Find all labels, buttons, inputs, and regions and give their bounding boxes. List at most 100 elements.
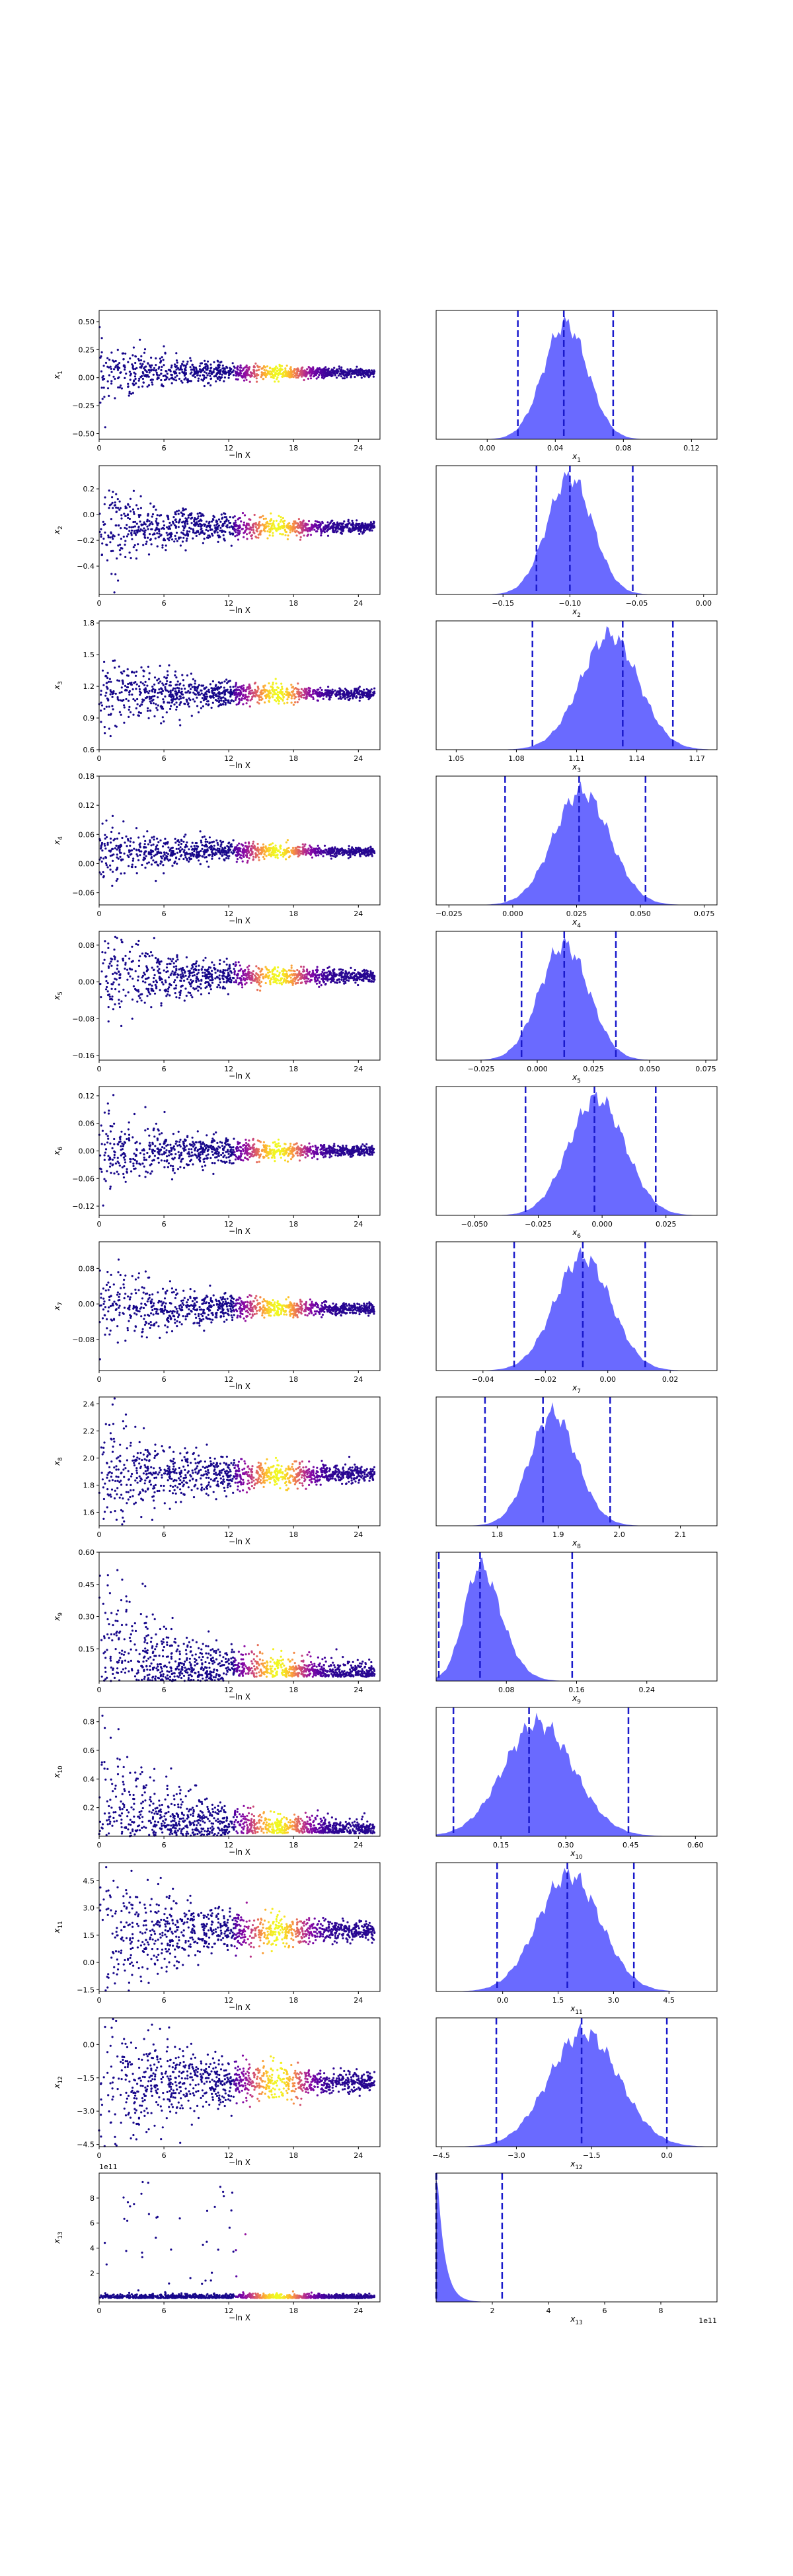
sample-point — [100, 370, 103, 373]
sample-point — [112, 871, 114, 873]
sample-point — [176, 693, 178, 696]
sample-point — [270, 512, 272, 515]
sample-point — [270, 851, 273, 854]
sample-point — [305, 375, 307, 378]
sample-point — [260, 371, 263, 374]
sample-point — [159, 664, 161, 667]
sample-point — [148, 678, 151, 680]
sample-point — [278, 849, 280, 852]
sample-point — [253, 513, 256, 517]
sample-point — [200, 689, 202, 692]
sample-point — [274, 678, 277, 680]
sample-point — [294, 372, 297, 375]
sample-point — [155, 369, 158, 371]
sample-point — [260, 367, 263, 370]
sample-point — [336, 370, 338, 373]
sample-point — [186, 534, 188, 536]
sample-point — [151, 690, 154, 693]
sample-point — [209, 367, 212, 370]
sample-point — [222, 690, 225, 693]
x-tick-label: 1.14 — [628, 754, 645, 763]
sample-point — [122, 682, 124, 685]
sample-point — [144, 850, 147, 853]
sample-point — [200, 515, 202, 518]
sample-point — [178, 509, 180, 512]
sample-point — [159, 691, 161, 694]
sample-point — [338, 853, 342, 855]
sample-point — [315, 372, 319, 375]
sample-point — [330, 690, 333, 693]
sample-point — [146, 709, 149, 712]
sample-point — [195, 854, 198, 857]
sample-point — [213, 368, 215, 371]
x-tick-label: 1.05 — [448, 754, 465, 763]
sample-point — [340, 532, 344, 535]
x-tick-label: 0 — [97, 599, 102, 608]
sample-point — [219, 370, 222, 373]
sample-point — [256, 847, 259, 849]
sample-point — [120, 387, 123, 390]
sample-point — [206, 700, 209, 703]
sample-point — [157, 851, 161, 854]
sample-point — [208, 382, 210, 384]
sample-point — [284, 374, 287, 376]
sample-point — [333, 849, 336, 852]
sample-point — [225, 518, 228, 520]
sample-point — [264, 689, 267, 692]
sample-point — [126, 854, 129, 857]
sample-point — [198, 511, 201, 515]
sample-point — [143, 348, 147, 351]
sample-point — [193, 686, 196, 688]
sample-point — [190, 715, 193, 717]
sample-point — [291, 847, 295, 849]
sample-point — [318, 371, 321, 374]
sample-point — [221, 522, 225, 526]
sample-point — [252, 691, 255, 694]
sample-point — [365, 373, 367, 376]
sample-point — [217, 360, 219, 363]
sample-point — [150, 844, 153, 847]
sample-point — [222, 703, 225, 706]
sample-point — [202, 367, 206, 369]
sample-point — [151, 381, 153, 384]
sample-point — [344, 526, 346, 528]
sample-point — [112, 708, 114, 711]
sample-point — [175, 379, 178, 382]
sample-point — [129, 357, 132, 360]
sample-point — [142, 835, 145, 838]
sample-point — [136, 531, 139, 534]
sample-point — [361, 372, 363, 375]
sample-point — [276, 691, 279, 694]
sample-point — [167, 846, 170, 849]
sample-point — [241, 528, 243, 530]
sample-point — [205, 703, 208, 705]
sample-point — [172, 516, 175, 519]
sample-point — [180, 531, 183, 534]
sample-point — [294, 520, 297, 522]
sample-point — [259, 533, 262, 536]
sample-point — [272, 532, 274, 534]
sample-point — [204, 845, 206, 847]
sample-point — [101, 951, 104, 954]
sample-point — [178, 687, 180, 690]
sample-point — [285, 687, 288, 690]
sample-point — [135, 683, 138, 686]
sample-point — [353, 529, 356, 532]
sample-point — [272, 683, 274, 686]
sample-point — [260, 690, 263, 692]
sample-point — [175, 847, 178, 850]
sample-point — [190, 672, 192, 675]
sample-point — [148, 696, 151, 698]
sample-point — [252, 528, 255, 532]
sample-point — [107, 1006, 110, 1009]
sample-point — [309, 528, 311, 531]
sample-point — [110, 518, 112, 520]
sample-point — [227, 847, 230, 849]
sample-point — [133, 671, 135, 674]
sample-point — [186, 378, 189, 380]
sample-point — [282, 698, 284, 701]
sample-point — [190, 527, 192, 530]
sample-point — [127, 503, 130, 506]
sample-point — [262, 378, 265, 380]
